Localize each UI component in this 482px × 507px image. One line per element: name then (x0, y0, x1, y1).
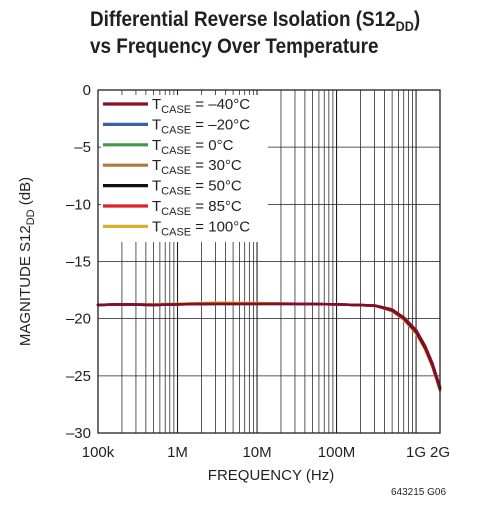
legend-label-subscript: CASE (161, 226, 191, 238)
legend-label: TCASE = 100°C (152, 218, 250, 238)
series-line (96, 302, 442, 389)
y-tick-label: –15 (66, 254, 91, 271)
legend-label-value: = –20°C (191, 116, 250, 133)
legend-label-subscript: CASE (161, 165, 191, 177)
legend-label-value: = 0°C (191, 137, 233, 154)
series-line (96, 302, 442, 389)
y-axis-label: MAGNITUDE S12DD (dB) (17, 177, 37, 346)
y-axis-label-subscript: DD (25, 209, 37, 225)
y-tick-label: 0 (83, 82, 91, 99)
x-tick-label: 2G (430, 444, 450, 461)
legend-label: TCASE = –40°C (152, 96, 250, 116)
chart-title: Differential Reverse Isolation (S12DD) v… (90, 6, 443, 60)
legend-background (101, 95, 268, 242)
legend-label-value: = 100°C (191, 218, 250, 235)
y-axis-label-unit: (dB) (17, 177, 34, 210)
title-line1-close: ) (413, 8, 421, 31)
series-line (96, 302, 442, 389)
legend-label-t: T (152, 116, 161, 133)
y-tick-label: –10 (66, 196, 91, 213)
x-tick-label: 10M (242, 444, 271, 461)
legend-label: TCASE = –20°C (152, 116, 250, 136)
y-axis-label-text: MAGNITUDE S12 (17, 225, 34, 346)
legend-label: TCASE = 85°C (152, 198, 242, 218)
legend-label-value: = 50°C (191, 178, 242, 195)
legend-label-subscript: CASE (161, 186, 191, 198)
y-tick-label: –20 (66, 311, 91, 328)
legend-label-subscript: CASE (161, 145, 191, 157)
legend-label-value: = 85°C (191, 198, 242, 215)
legend-label: TCASE = 50°C (152, 178, 242, 198)
legend-label: TCASE = 0°C (152, 137, 234, 157)
series-line (96, 301, 442, 392)
x-tick-label: 100M (318, 444, 356, 461)
title-line1-text: Differential Reverse Isolation (S12 (90, 8, 396, 31)
series-line (96, 302, 442, 391)
x-tick-labels: 100k 1M 10M 100M 1G 2G (82, 444, 450, 461)
chart-title-line1: Differential Reverse Isolation (S12DD) (90, 6, 443, 33)
chart-title-line2: vs Frequency Over Temperature (90, 35, 379, 58)
legend-label-t: T (152, 198, 161, 215)
data-curves (96, 301, 442, 392)
x-tick-label: 1M (167, 444, 188, 461)
legend-label-t: T (152, 178, 161, 195)
y-tick-labels: 0 –5 –10 –15 –20 –25 –30 (66, 82, 91, 442)
legend-label-subscript: CASE (161, 104, 191, 116)
legend-label-t: T (152, 96, 161, 113)
y-tick-label: –5 (74, 139, 91, 156)
title-line1-subscript: DD (395, 18, 414, 34)
legend-label-t: T (152, 218, 161, 235)
series-line (96, 301, 442, 391)
y-tick-label: –25 (66, 368, 91, 385)
legend-label-subscript: CASE (161, 206, 191, 218)
figure-code: 643215 G06 (391, 487, 447, 498)
legend-label-t: T (152, 137, 161, 154)
x-tick-label: 1G (406, 444, 426, 461)
legend-label-value: = 30°C (191, 157, 242, 174)
y-tick-label: –30 (66, 425, 91, 442)
plot-frame (97, 89, 441, 434)
legend-label-value: = –40°C (191, 96, 250, 113)
legend-label: TCASE = 30°C (152, 157, 242, 177)
x-axis-label: FREQUENCY (Hz) (208, 467, 334, 484)
x-tick-label: 100k (82, 444, 115, 461)
legend-label-subscript: CASE (161, 124, 191, 136)
legend-label-t: T (152, 157, 161, 174)
